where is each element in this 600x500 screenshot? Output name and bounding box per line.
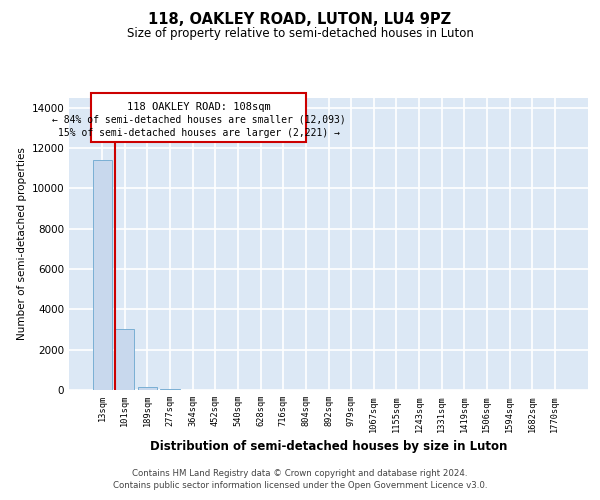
Text: Contains public sector information licensed under the Open Government Licence v3: Contains public sector information licen…: [113, 480, 487, 490]
Bar: [92, 160, 112, 390]
Bar: [138, 387, 157, 390]
Y-axis label: Number of semi-detached properties: Number of semi-detached properties: [17, 148, 27, 340]
Text: Contains HM Land Registry data © Crown copyright and database right 2024.: Contains HM Land Registry data © Crown c…: [132, 470, 468, 478]
Text: 118 OAKLEY ROAD: 108sqm: 118 OAKLEY ROAD: 108sqm: [127, 102, 271, 112]
Bar: [115, 330, 134, 390]
Text: Size of property relative to semi-detached houses in Luton: Size of property relative to semi-detach…: [127, 26, 473, 40]
Text: 118, OAKLEY ROAD, LUTON, LU4 9PZ: 118, OAKLEY ROAD, LUTON, LU4 9PZ: [148, 12, 452, 28]
Text: 15% of semi-detached houses are larger (2,221) →: 15% of semi-detached houses are larger (…: [58, 128, 340, 138]
X-axis label: Distribution of semi-detached houses by size in Luton: Distribution of semi-detached houses by …: [150, 440, 507, 453]
Text: ← 84% of semi-detached houses are smaller (12,093): ← 84% of semi-detached houses are smalle…: [52, 114, 346, 124]
FancyBboxPatch shape: [91, 94, 307, 142]
